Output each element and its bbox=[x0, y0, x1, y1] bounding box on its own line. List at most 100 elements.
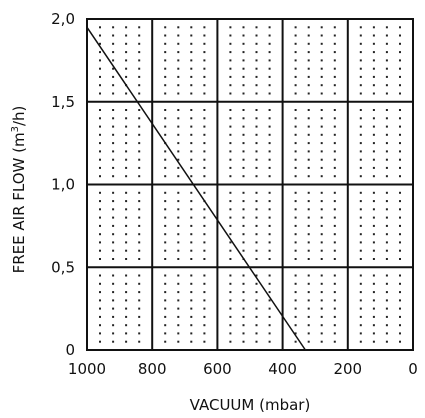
minor-grid-dot bbox=[268, 291, 271, 294]
minor-grid-dot bbox=[164, 200, 167, 203]
minor-grid-dot bbox=[99, 34, 101, 37]
minor-grid-dot bbox=[359, 133, 362, 136]
minor-grid-dot bbox=[229, 291, 232, 294]
minor-grid-dot bbox=[255, 282, 258, 285]
minor-grid-dot bbox=[294, 241, 297, 244]
minor-grid-dot bbox=[333, 175, 336, 178]
minor-grid-dot bbox=[242, 233, 245, 236]
y-tick-label: 2,0 bbox=[51, 10, 75, 28]
minor-grid-dot bbox=[242, 291, 245, 294]
minor-grid-dot bbox=[399, 26, 401, 29]
minor-grid-dot bbox=[372, 324, 375, 327]
minor-grid-dot bbox=[190, 324, 193, 327]
minor-grid-dot bbox=[99, 67, 101, 70]
minor-grid-dot bbox=[190, 51, 193, 54]
minor-grid-dot bbox=[372, 59, 375, 62]
minor-grid-dot bbox=[164, 324, 167, 327]
minor-grid-dot bbox=[203, 282, 206, 285]
minor-grid-dot bbox=[138, 166, 141, 169]
minor-grid-dot bbox=[99, 315, 101, 318]
minor-grid-dot bbox=[359, 42, 362, 45]
minor-grid-dot bbox=[372, 67, 375, 70]
minor-grid-dot bbox=[399, 274, 401, 277]
minor-grid-dot bbox=[385, 42, 388, 45]
minor-grid-dot bbox=[177, 299, 180, 302]
y-axis-title-suffix: /h) bbox=[10, 106, 28, 126]
minor-grid-dot bbox=[359, 224, 362, 227]
minor-grid-dot bbox=[399, 315, 401, 318]
x-tick-label: 1000 bbox=[68, 360, 106, 378]
minor-grid-dot bbox=[229, 59, 232, 62]
minor-grid-dot bbox=[359, 117, 362, 120]
minor-grid-dot bbox=[399, 51, 401, 54]
minor-grid-dot bbox=[190, 42, 193, 45]
minor-grid-dot bbox=[242, 324, 245, 327]
minor-grid-dot bbox=[333, 282, 336, 285]
minor-grid-dot bbox=[268, 117, 271, 120]
minor-grid-dot bbox=[333, 133, 336, 136]
minor-grid-dot bbox=[112, 150, 115, 153]
minor-grid-dot bbox=[385, 208, 388, 211]
minor-grid-dot bbox=[307, 274, 310, 277]
minor-grid-dot bbox=[203, 258, 206, 260]
minor-grid-dot bbox=[333, 109, 336, 111]
minor-grid-dot bbox=[255, 67, 258, 70]
minor-grid-dot bbox=[294, 84, 297, 87]
minor-grid-dot bbox=[359, 233, 362, 236]
minor-grid-dot bbox=[307, 332, 310, 335]
minor-grid-dot bbox=[203, 142, 206, 145]
minor-grid-dot bbox=[372, 51, 375, 54]
minor-grid-dot bbox=[125, 340, 128, 343]
minor-grid-dot bbox=[190, 191, 193, 194]
minor-grid-dot bbox=[138, 216, 141, 219]
minor-grid-dot bbox=[359, 191, 362, 194]
minor-grid-dot bbox=[268, 158, 271, 161]
minor-grid-dot bbox=[268, 224, 271, 227]
minor-grid-dot bbox=[320, 150, 323, 153]
minor-grid-dot bbox=[164, 249, 167, 252]
minor-grid-dot bbox=[255, 191, 258, 194]
minor-grid-dot bbox=[294, 150, 297, 153]
minor-grid-dot bbox=[255, 42, 258, 45]
minor-grid-dot bbox=[385, 150, 388, 153]
minor-grid-dot bbox=[372, 166, 375, 169]
minor-grid-dot bbox=[177, 84, 180, 87]
minor-grid-dot bbox=[255, 324, 258, 327]
minor-grid-dot bbox=[164, 282, 167, 285]
minor-grid-dot bbox=[385, 166, 388, 169]
minor-grid-dot bbox=[229, 158, 232, 161]
minor-grid-dot bbox=[164, 241, 167, 244]
minor-grid-dot bbox=[385, 117, 388, 120]
minor-grid-dot bbox=[242, 125, 245, 128]
minor-grid-dot bbox=[164, 150, 167, 153]
minor-grid-dot bbox=[399, 249, 401, 252]
minor-grid-dot bbox=[294, 109, 297, 111]
minor-grid-dot bbox=[399, 84, 401, 87]
minor-grid-dot bbox=[190, 307, 193, 310]
minor-grid-dot bbox=[99, 291, 101, 294]
minor-grid-dot bbox=[229, 142, 232, 145]
minor-grid-dot bbox=[203, 75, 206, 78]
minor-grid-dot bbox=[320, 233, 323, 236]
minor-grid-dot bbox=[268, 315, 271, 318]
minor-grid-dot bbox=[372, 282, 375, 285]
minor-grid-dot bbox=[372, 133, 375, 136]
minor-grid-dot bbox=[177, 216, 180, 219]
series-line bbox=[86, 26, 307, 351]
minor-grid-dot bbox=[190, 274, 193, 277]
minor-grid-dot bbox=[359, 299, 362, 302]
minor-grid-dot bbox=[294, 274, 297, 277]
minor-grid-dot bbox=[190, 175, 193, 178]
y-tick-label: 0,5 bbox=[51, 258, 75, 276]
minor-grid-dot bbox=[242, 224, 245, 227]
minor-grid-dot bbox=[268, 109, 271, 111]
minor-grid-dot bbox=[203, 191, 206, 194]
minor-grid-dot bbox=[294, 299, 297, 302]
minor-grid-dot bbox=[164, 175, 167, 178]
minor-grid-dot bbox=[112, 208, 115, 211]
minor-grid-dot bbox=[190, 340, 193, 343]
minor-grid-dot bbox=[99, 299, 101, 302]
minor-grid-dot bbox=[268, 26, 271, 29]
minor-grid-dot bbox=[229, 51, 232, 54]
minor-grid-dot bbox=[242, 282, 245, 285]
